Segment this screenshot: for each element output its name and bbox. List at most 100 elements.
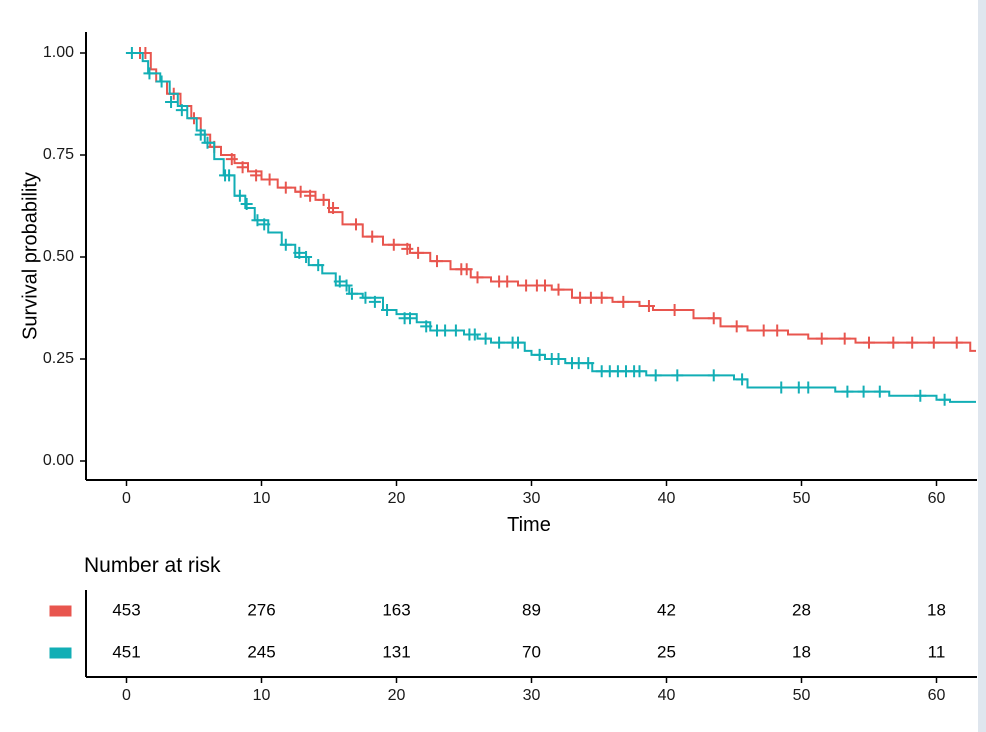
censor-mark [263, 173, 276, 186]
censor-mark [223, 169, 236, 182]
risk-count: 453 [112, 600, 140, 619]
censor-mark [501, 275, 514, 288]
censor-mark [775, 381, 788, 394]
censor-mark [359, 291, 372, 304]
censor-mark [420, 320, 433, 333]
censor-mark [642, 299, 655, 312]
censor-mark [552, 353, 565, 365]
risk-row-1-swatch [49, 605, 72, 617]
censor-mark [250, 169, 263, 182]
risk-count: 18 [792, 642, 811, 661]
censor-mark [201, 136, 214, 149]
censor-mark [533, 348, 546, 361]
x-tick-label: 20 [388, 490, 406, 507]
censor-mark [857, 385, 870, 398]
risk-count: 28 [792, 600, 811, 619]
risk-count: 451 [112, 642, 140, 661]
censor-mark [345, 287, 358, 300]
censor-mark [468, 328, 481, 341]
censor-mark [233, 189, 246, 202]
censor-mark [125, 47, 138, 59]
censor-mark [757, 324, 770, 337]
censor-mark [595, 291, 608, 304]
y-axis-title: Survival probability [19, 172, 41, 340]
x-tick-label: 40 [658, 490, 676, 507]
x-tick-label: 50 [793, 490, 811, 507]
censor-mark [633, 365, 646, 378]
x-tick-label: 10 [253, 490, 271, 507]
censor-mark [873, 385, 886, 398]
censor-mark [368, 295, 381, 308]
censor-mark [584, 291, 597, 304]
censor-mark [293, 246, 306, 259]
risk-count: 89 [522, 600, 541, 619]
censor-mark [175, 104, 188, 117]
risk-count: 18 [927, 600, 946, 619]
censor-mark [460, 263, 473, 276]
censor-mark [333, 275, 346, 288]
y-tick-label: 0.25 [43, 350, 74, 367]
risk-count: 11 [928, 642, 946, 661]
risk-x-tick-label: 50 [793, 687, 811, 704]
censor-mark [439, 324, 452, 337]
censor-mark [512, 336, 524, 349]
censor-mark [225, 153, 238, 166]
risk-count: 276 [247, 600, 275, 619]
censor-mark [279, 181, 292, 194]
censor-mark [300, 251, 313, 263]
risk-rows: 453 276 163 89 42 28 18 451 245 131 70 25 18 11 [49, 600, 946, 661]
risk-row-2-swatch [49, 647, 72, 659]
window-edge [978, 0, 986, 732]
censor-mark [493, 336, 506, 349]
censor-mark [143, 67, 156, 80]
x-tick-label: 60 [928, 490, 946, 507]
censor-mark [582, 357, 595, 370]
risk-count: 70 [522, 642, 541, 661]
number-at-risk-table: Number at risk 453 276 163 89 42 28 18 451 245 13… [49, 554, 977, 704]
censor-mark [479, 332, 492, 345]
x-axis-title: Time [507, 514, 551, 536]
survival-curve-2 [126, 52, 976, 403]
censor-mark [387, 238, 400, 251]
censor-mark [165, 95, 178, 108]
censor-mark [258, 218, 271, 231]
censor-mark [914, 389, 927, 402]
censor-mark [327, 202, 340, 215]
censor-mark [863, 336, 875, 349]
y-tick-label: 0.75 [43, 146, 74, 163]
y-tick-label: 1.00 [43, 44, 74, 61]
censor-mark [771, 324, 784, 337]
risk-x-tick-label: 0 [122, 687, 131, 704]
censor-mark [574, 291, 587, 304]
risk-x-tick-label: 30 [523, 687, 541, 704]
censor-mark [340, 279, 353, 292]
survival-curves [125, 47, 976, 406]
censor-mark [736, 373, 749, 386]
censor-mark [401, 242, 414, 255]
y-ticks: 0.00 0.25 0.50 0.75 1.00 [43, 44, 86, 469]
risk-table-title: Number at risk [84, 554, 221, 577]
censor-mark [950, 336, 963, 349]
censor-mark [449, 324, 462, 337]
censor-mark [838, 332, 851, 345]
censor-mark [552, 283, 565, 296]
censor-mark [431, 255, 443, 268]
risk-x-tick-label: 20 [388, 687, 406, 704]
censor-mark [671, 369, 684, 382]
censor-mark [404, 312, 416, 325]
censor-mark [155, 75, 168, 88]
censor-mark [906, 336, 919, 349]
x-ticks: 0 10 20 30 40 50 60 [122, 480, 946, 507]
censor-mark [251, 214, 264, 227]
censor-mark [240, 197, 253, 210]
censor-mark [539, 279, 551, 292]
risk-count: 131 [382, 642, 410, 661]
censor-mark [707, 369, 720, 382]
y-tick-label: 0.50 [43, 248, 74, 265]
risk-x-tick-label: 60 [928, 687, 946, 704]
censor-mark [815, 332, 828, 345]
censor-mark [350, 218, 362, 231]
censor-mark [312, 259, 325, 272]
censor-mark [887, 336, 900, 349]
